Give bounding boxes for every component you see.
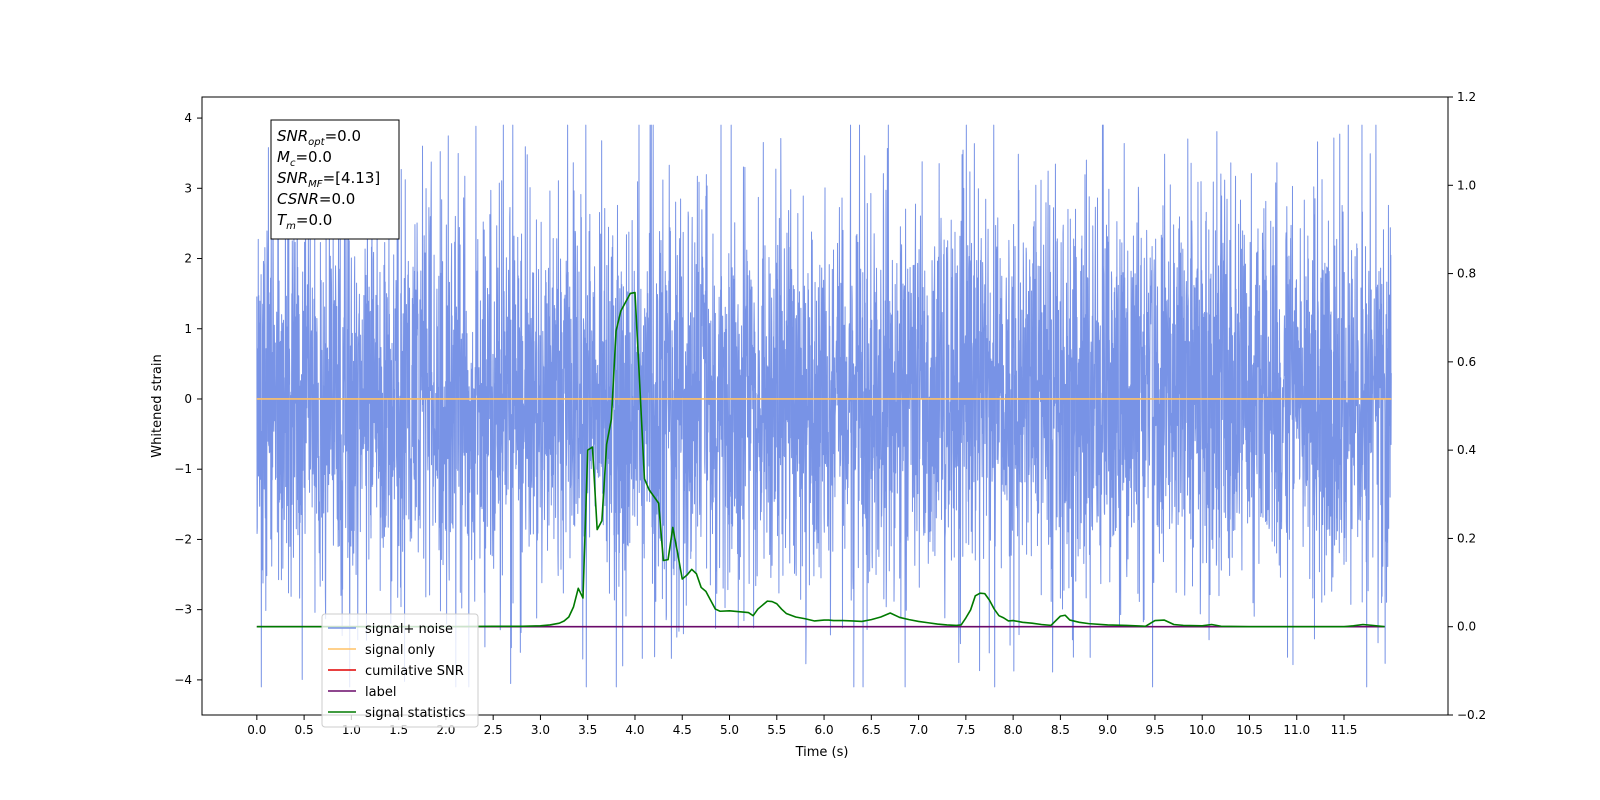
- x-tick-label: 7.5: [956, 723, 975, 737]
- legend-label: cumilative SNR: [365, 664, 464, 679]
- legend: signal+ noise signal only cumilative SNR la…: [321, 613, 479, 728]
- stats-entry: CSNR=0.0: [277, 190, 355, 208]
- y2-tick-label: 0.6: [1457, 355, 1476, 369]
- x-tick-label: 9.5: [1145, 723, 1164, 737]
- stats-box-frame: [270, 119, 400, 240]
- stats-entry: SNRMF=[4.13]: [277, 169, 380, 190]
- legend-label: signal statistics: [365, 706, 466, 721]
- y-tick-label: 0: [184, 392, 192, 406]
- x-axis-label: Time (s): [795, 745, 849, 760]
- x-tick-label: 5.5: [767, 723, 786, 737]
- x-tick-label: 6.5: [862, 723, 881, 737]
- y-tick-label: −2: [174, 532, 192, 546]
- x-tick-label: 0.0: [247, 723, 266, 737]
- x-tick-label: 2.5: [484, 723, 503, 737]
- x-tick-label: 3.5: [578, 723, 597, 737]
- legend-label: label: [365, 685, 396, 700]
- x-tick-label: 10.0: [1189, 723, 1216, 737]
- y-axis-right: 1.2 1.0 0.8 0.6 0.4 0.2 0.0 −0.2: [1448, 90, 1486, 722]
- x-tick-label: 11.5: [1331, 723, 1358, 737]
- axes-frame: [201, 96, 1449, 716]
- stats-entry: SNRopt=0.0: [277, 127, 361, 148]
- legend-label: signal only: [365, 643, 435, 658]
- x-tick-label: 6.0: [815, 723, 834, 737]
- x-tick-label: 8.0: [1004, 723, 1023, 737]
- series-signal-noise: [256, 124, 1392, 688]
- x-tick-label: 4.0: [625, 723, 644, 737]
- stats-entry: Tm=0.0: [277, 211, 332, 232]
- x-tick-label: 9.0: [1098, 723, 1117, 737]
- y-axis-left: 4 3 2 1 0 −1 −2 −3 −4: [174, 111, 202, 687]
- y-tick-label: 2: [184, 252, 192, 266]
- series-signal-statistics: [256, 291, 1385, 628]
- y-tick-label: 1: [184, 322, 192, 336]
- y-tick-label: −3: [174, 603, 192, 617]
- y2-tick-label: 0.4: [1457, 443, 1476, 457]
- legend-frame: [321, 613, 479, 728]
- y2-tick-label: 0.0: [1457, 620, 1476, 634]
- x-axis: 0.0 0.5 1.0 1.5 2.0 2.5 3.0 3.5 4.0 4.5 5.0 5.5 6.0 6…: [247, 715, 1357, 737]
- y2-tick-label: −0.2: [1457, 708, 1486, 722]
- y-tick-label: 3: [184, 181, 192, 195]
- x-tick-label: 5.0: [720, 723, 739, 737]
- y2-tick-label: 0.8: [1457, 267, 1476, 281]
- y2-tick-label: 1.0: [1457, 178, 1476, 192]
- x-tick-label: 0.5: [295, 723, 314, 737]
- x-tick-label: 11.0: [1283, 723, 1310, 737]
- x-tick-label: 8.5: [1051, 723, 1070, 737]
- legend-label: signal+ noise: [365, 622, 453, 637]
- y2-tick-label: 0.2: [1457, 531, 1476, 545]
- y2-tick-label: 1.2: [1457, 90, 1476, 104]
- y-tick-label: 4: [184, 111, 192, 125]
- x-tick-label: 10.5: [1236, 723, 1263, 737]
- x-tick-label: 7.0: [909, 723, 928, 737]
- y-tick-label: −4: [174, 673, 192, 687]
- x-tick-label: 4.5: [673, 723, 692, 737]
- y-tick-label: −1: [174, 462, 192, 476]
- y-axis-label: Whitened strain: [150, 354, 165, 457]
- x-tick-label: 3.0: [531, 723, 550, 737]
- stats-entry: Mc=0.0: [277, 148, 332, 169]
